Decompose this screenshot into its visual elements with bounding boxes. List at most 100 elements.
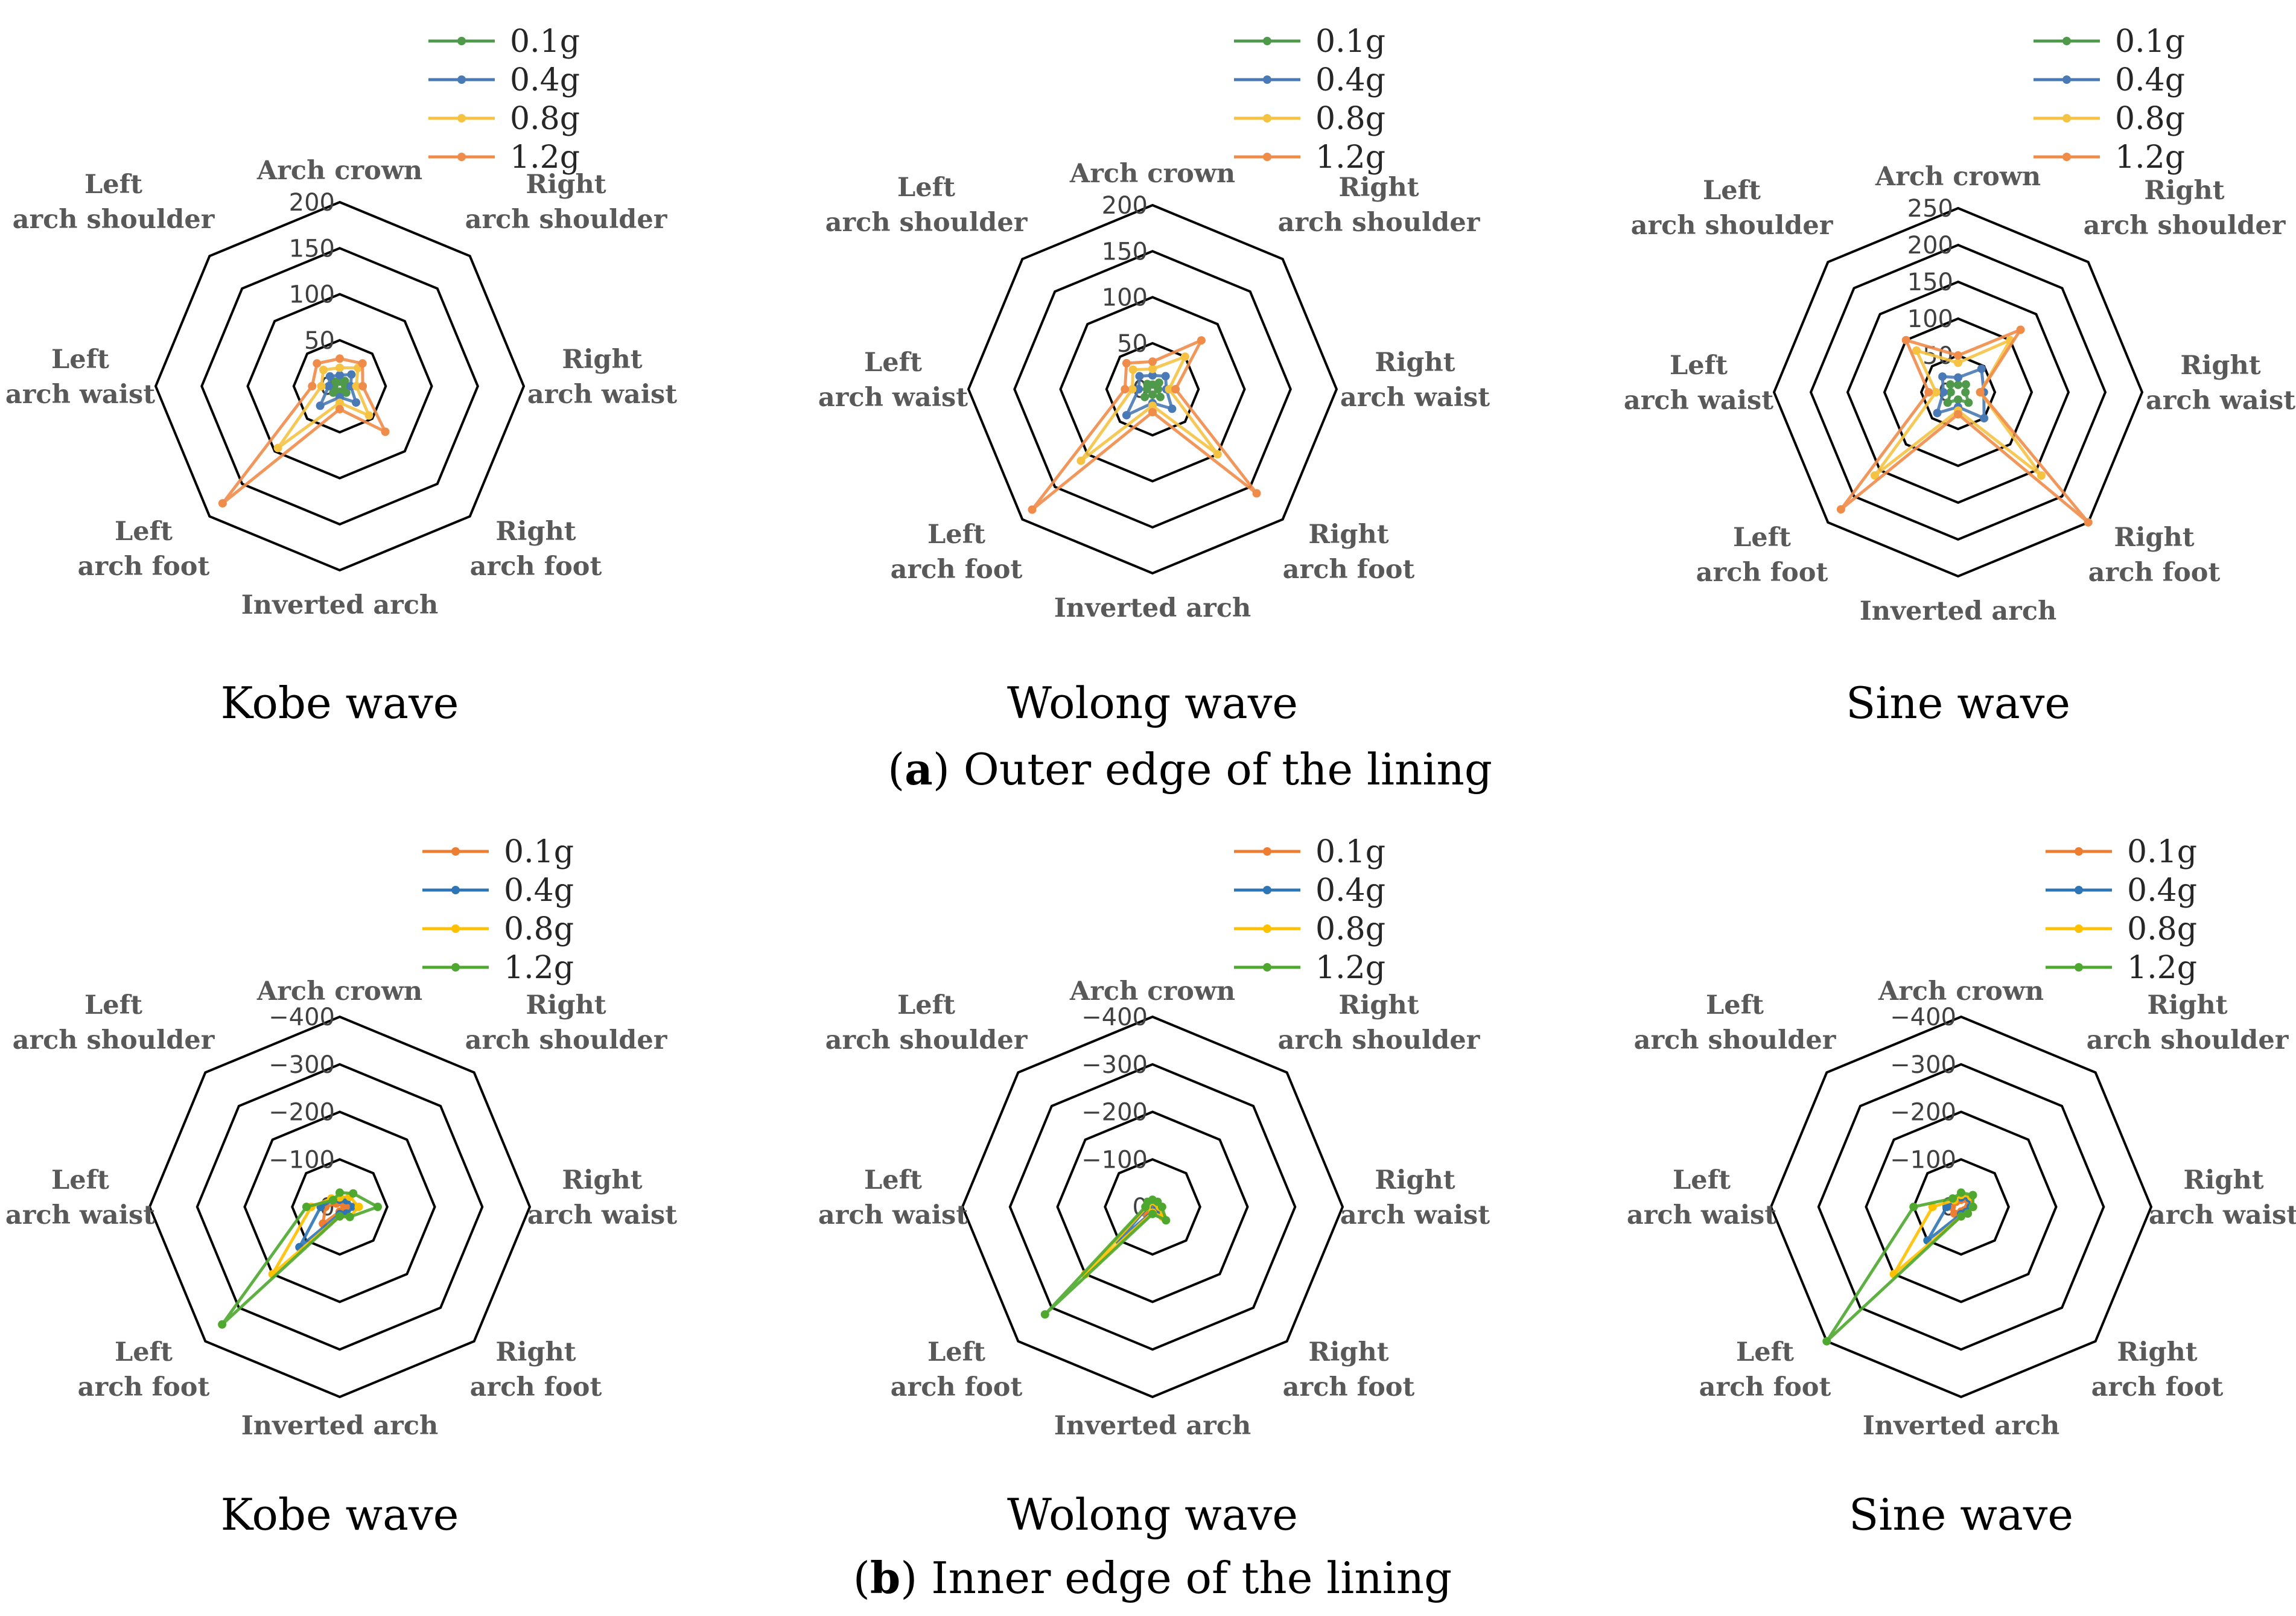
- data-point-1-2g-left-arch-foot: [1822, 1337, 1831, 1346]
- category-label-right-arch-shoulder: Right arch shoulder: [1278, 173, 1481, 238]
- data-point-1-2g-left-arch-foot: [1836, 505, 1845, 514]
- data-point-0-1g-right-arch-foot: [1964, 398, 1973, 407]
- data-point-1-2g-left-arch-foot: [218, 499, 227, 508]
- data-point-1-2g-right-arch-waist: [1968, 1203, 1977, 1211]
- data-point-1-2g-right-arch-waist: [1157, 1203, 1166, 1211]
- data-point-0-8g-left-arch-waist: [1932, 388, 1941, 396]
- data-point-1-2g-right-arch-shoulder: [2016, 325, 2025, 334]
- category-label-left-arch-shoulder: Left arch shoulder: [13, 990, 215, 1055]
- data-point-0-4g-left-arch-shoulder: [1135, 372, 1144, 381]
- grid-ring: [1865, 1110, 2058, 1303]
- data-point-0-1g-left-arch-foot: [1950, 1209, 1959, 1218]
- tick-label: 150: [1907, 269, 1953, 296]
- category-label-left-arch-waist: Left arch waist: [818, 348, 968, 413]
- legend-marker: [2075, 924, 2083, 933]
- category-label-right-arch-waist: Right arch waist: [527, 345, 677, 410]
- grid-ring: [1008, 1063, 1297, 1351]
- legend-marker: [2062, 75, 2071, 84]
- legend-label-0-4g: 0.4g: [2115, 62, 2185, 98]
- grid-ring: [196, 1063, 484, 1351]
- caption-letter: a: [905, 743, 933, 795]
- data-point-0-1g-right-arch-shoulder: [1961, 380, 1970, 389]
- data-point-1-2g-inverted-arch: [1954, 410, 1962, 419]
- category-label-inverted-arch: Inverted arch: [241, 1411, 439, 1441]
- category-label-arch-crown: Arch crown: [1878, 976, 2044, 1007]
- data-point-1-2g-left-arch-waist: [1924, 388, 1933, 396]
- legend-label-0-4g: 0.4g: [2127, 873, 2197, 909]
- tick-label: 200: [289, 189, 335, 217]
- data-point-1-2g-right-arch-shoulder: [358, 359, 367, 368]
- legend-marker: [1263, 37, 1271, 45]
- series-line-1-2g: [221, 357, 387, 505]
- tick-label: −300: [1890, 1051, 1956, 1079]
- legend-label-0-8g: 0.8g: [1315, 101, 1385, 137]
- legend-marker: [451, 924, 460, 933]
- tick-label: 100: [289, 281, 335, 309]
- data-point-0-4g-arch-crown: [1954, 373, 1962, 382]
- legend-marker: [1263, 153, 1271, 161]
- data-point-0-4g-arch-crown: [335, 371, 344, 380]
- data-point-0-4g-right-arch-shoulder: [1161, 372, 1170, 381]
- data-point-0-8g-left-arch-shoulder: [1912, 346, 1921, 355]
- series-line-1-2g: [1043, 1198, 1168, 1316]
- chart-title: Sine wave: [1846, 678, 2070, 728]
- data-point-1-2g-left-arch-shoulder: [1143, 1197, 1152, 1206]
- category-label-right-arch-foot: Right arch foot: [2088, 523, 2221, 588]
- tick-label: 100: [1907, 305, 1953, 333]
- legend-marker: [2075, 847, 2083, 856]
- grid-ring: [961, 1015, 1344, 1399]
- series-line-1-2g: [1031, 339, 1258, 511]
- data-point-0-8g-left-arch-shoulder: [1128, 365, 1137, 374]
- data-point-0-1g-left-arch-waist: [1946, 388, 1955, 396]
- legend-marker: [2062, 114, 2071, 122]
- category-label-right-arch-foot: Right arch foot: [1283, 1337, 1415, 1402]
- tick-label: 50: [304, 327, 335, 355]
- tick-label: −200: [1890, 1099, 1956, 1127]
- legend-marker: [451, 847, 460, 856]
- category-label-right-arch-foot: Right arch foot: [470, 1337, 602, 1402]
- legend-label-0-1g: 0.1g: [504, 834, 574, 870]
- legend-marker: [457, 37, 466, 45]
- data-point-0-4g-left-arch-waist: [1942, 1203, 1951, 1211]
- category-label-arch-crown: Arch crown: [1875, 162, 2041, 192]
- data-point-1-2g-right-arch-shoulder: [1197, 336, 1206, 345]
- legend-label-0-8g: 0.8g: [1315, 911, 1385, 947]
- legend-marker: [457, 153, 466, 161]
- category-label-right-arch-waist: Right arch waist: [1340, 348, 1490, 413]
- grid-ring: [1817, 1063, 2105, 1351]
- grid-ring: [967, 203, 1338, 575]
- data-point-1-2g-left-arch-foot: [218, 1320, 227, 1329]
- legend-label-0-8g: 0.8g: [2127, 911, 2197, 947]
- data-point-0-8g-arch-crown: [1954, 358, 1962, 367]
- data-point-1-2g-arch-crown: [1957, 1188, 1965, 1197]
- data-point-1-2g-right-arch-foot: [1252, 489, 1261, 498]
- category-label-arch-crown: Arch crown: [256, 156, 422, 186]
- caption-letter: b: [870, 1552, 900, 1603]
- data-point-0-1g-left-arch-shoulder: [331, 377, 340, 386]
- data-point-1-2g-right-arch-shoulder: [349, 1189, 358, 1198]
- grid-ring: [1883, 317, 2034, 468]
- data-point-0-4g-left-arch-waist: [324, 382, 333, 390]
- category-label-right-arch-foot: Right arch foot: [1283, 520, 1415, 585]
- chart-title: Wolong wave: [1007, 1489, 1298, 1540]
- chart-title: Wolong wave: [1007, 678, 1298, 728]
- data-point-1-2g-right-arch-foot: [2084, 518, 2093, 527]
- tick-label: −400: [269, 1004, 335, 1031]
- category-label-left-arch-foot: Left arch foot: [1696, 523, 1828, 588]
- legend-marker: [1263, 924, 1271, 933]
- grid-ring: [243, 1110, 436, 1303]
- legend-marker: [451, 963, 460, 972]
- data-point-0-4g-left-arch-foot: [1122, 411, 1131, 420]
- data-point-1-2g-right-arch-waist: [1171, 385, 1180, 393]
- caption-b: (b) Inner edge of the lining: [853, 1552, 1452, 1603]
- tick-label: 200: [1102, 192, 1148, 220]
- legend-label-0-1g: 0.1g: [2115, 24, 2185, 60]
- data-point-1-2g-left-arch-waist: [1909, 1203, 1918, 1211]
- data-point-0-4g-left-arch-foot: [1933, 409, 1942, 418]
- category-label-left-arch-waist: Left arch waist: [1624, 351, 1773, 416]
- legend-label-0-1g: 0.1g: [1315, 24, 1385, 60]
- data-point-0-4g-left-arch-shoulder: [1938, 372, 1947, 381]
